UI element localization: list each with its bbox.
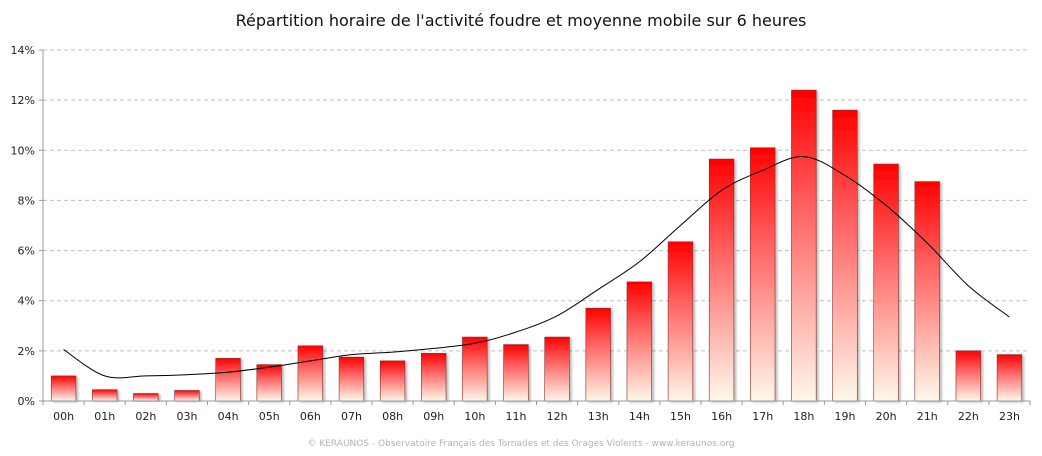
x-tick-label: 19h <box>834 410 855 423</box>
y-tick-label: 4% <box>18 295 35 308</box>
x-tick-label: 11h <box>505 410 526 423</box>
bar-09h <box>421 353 447 402</box>
y-tick-label: 6% <box>18 245 35 258</box>
bar-20h <box>873 163 899 402</box>
y-tick-label: 8% <box>18 194 35 207</box>
x-tick-label: 10h <box>464 410 485 423</box>
bar-04h <box>215 358 241 402</box>
x-tick-label: 04h <box>218 410 239 423</box>
x-tick-label: 18h <box>793 410 814 423</box>
chart-title: Répartition horaire de l'activité foudre… <box>235 11 807 30</box>
x-tick-label: 05h <box>259 410 280 423</box>
bars <box>50 89 1023 402</box>
bar-14h <box>626 281 652 402</box>
x-tick-label: 08h <box>382 410 403 423</box>
y-tick-label: 0% <box>18 395 35 408</box>
bar-12h <box>544 336 570 402</box>
x-tick-label: 07h <box>341 410 362 423</box>
x-tick-label: 22h <box>958 410 979 423</box>
y-tick-label: 2% <box>18 345 35 358</box>
bar-17h <box>750 147 776 402</box>
x-tick-label: 23h <box>999 410 1020 423</box>
x-tick-label: 13h <box>588 410 609 423</box>
bar-16h <box>708 158 735 402</box>
bar-06h <box>297 345 323 402</box>
x-tick-label: 00h <box>53 410 74 423</box>
bar-00h <box>50 375 77 402</box>
bar-21h <box>914 181 940 402</box>
bar-15h <box>667 241 694 402</box>
x-tick-label: 12h <box>547 410 568 423</box>
moving-average-line <box>63 156 1010 379</box>
bar-05h <box>256 364 282 402</box>
bar-13h <box>585 307 611 402</box>
x-tick-label: 15h <box>670 410 691 423</box>
bar-08h <box>379 360 406 402</box>
x-tick-label: 01h <box>94 410 115 423</box>
bar-03h <box>174 390 200 402</box>
bar-19h <box>832 109 858 402</box>
y-tick-label: 12% <box>11 94 35 107</box>
bar-02h <box>133 393 159 402</box>
grid-lines <box>43 49 1030 352</box>
x-tick-label: 21h <box>917 410 938 423</box>
bar-11h <box>503 344 529 402</box>
bar-01h <box>92 389 118 402</box>
x-tick-label: 06h <box>300 410 321 423</box>
x-axis-ticks: 00h 01h 02h 03h 04h 05h 06h 07h 08h 09h 10h 11h 12h 1… <box>42 401 1031 423</box>
y-tick-label: 14% <box>11 44 35 57</box>
x-tick-label: 14h <box>629 410 650 423</box>
bar-10h <box>462 336 488 402</box>
footer-credit: © KERAUNOS - Observatoire Français des T… <box>307 439 735 449</box>
y-tick-label: 10% <box>11 144 35 157</box>
y-axis-ticks: 0% 2% 4% 6% 8% 10% 12% 14% <box>11 44 43 408</box>
moving-average-layer <box>63 156 1010 379</box>
bar-22h <box>955 350 981 402</box>
x-tick-label: 17h <box>752 410 773 423</box>
x-tick-label: 03h <box>176 410 197 423</box>
x-tick-label: 09h <box>423 410 444 423</box>
bar-07h <box>338 356 365 402</box>
x-tick-label: 16h <box>711 410 732 423</box>
bar-18h <box>791 89 817 402</box>
x-tick-label: 02h <box>135 410 156 423</box>
x-tick-label: 20h <box>876 410 897 423</box>
bar-23h <box>996 354 1023 402</box>
